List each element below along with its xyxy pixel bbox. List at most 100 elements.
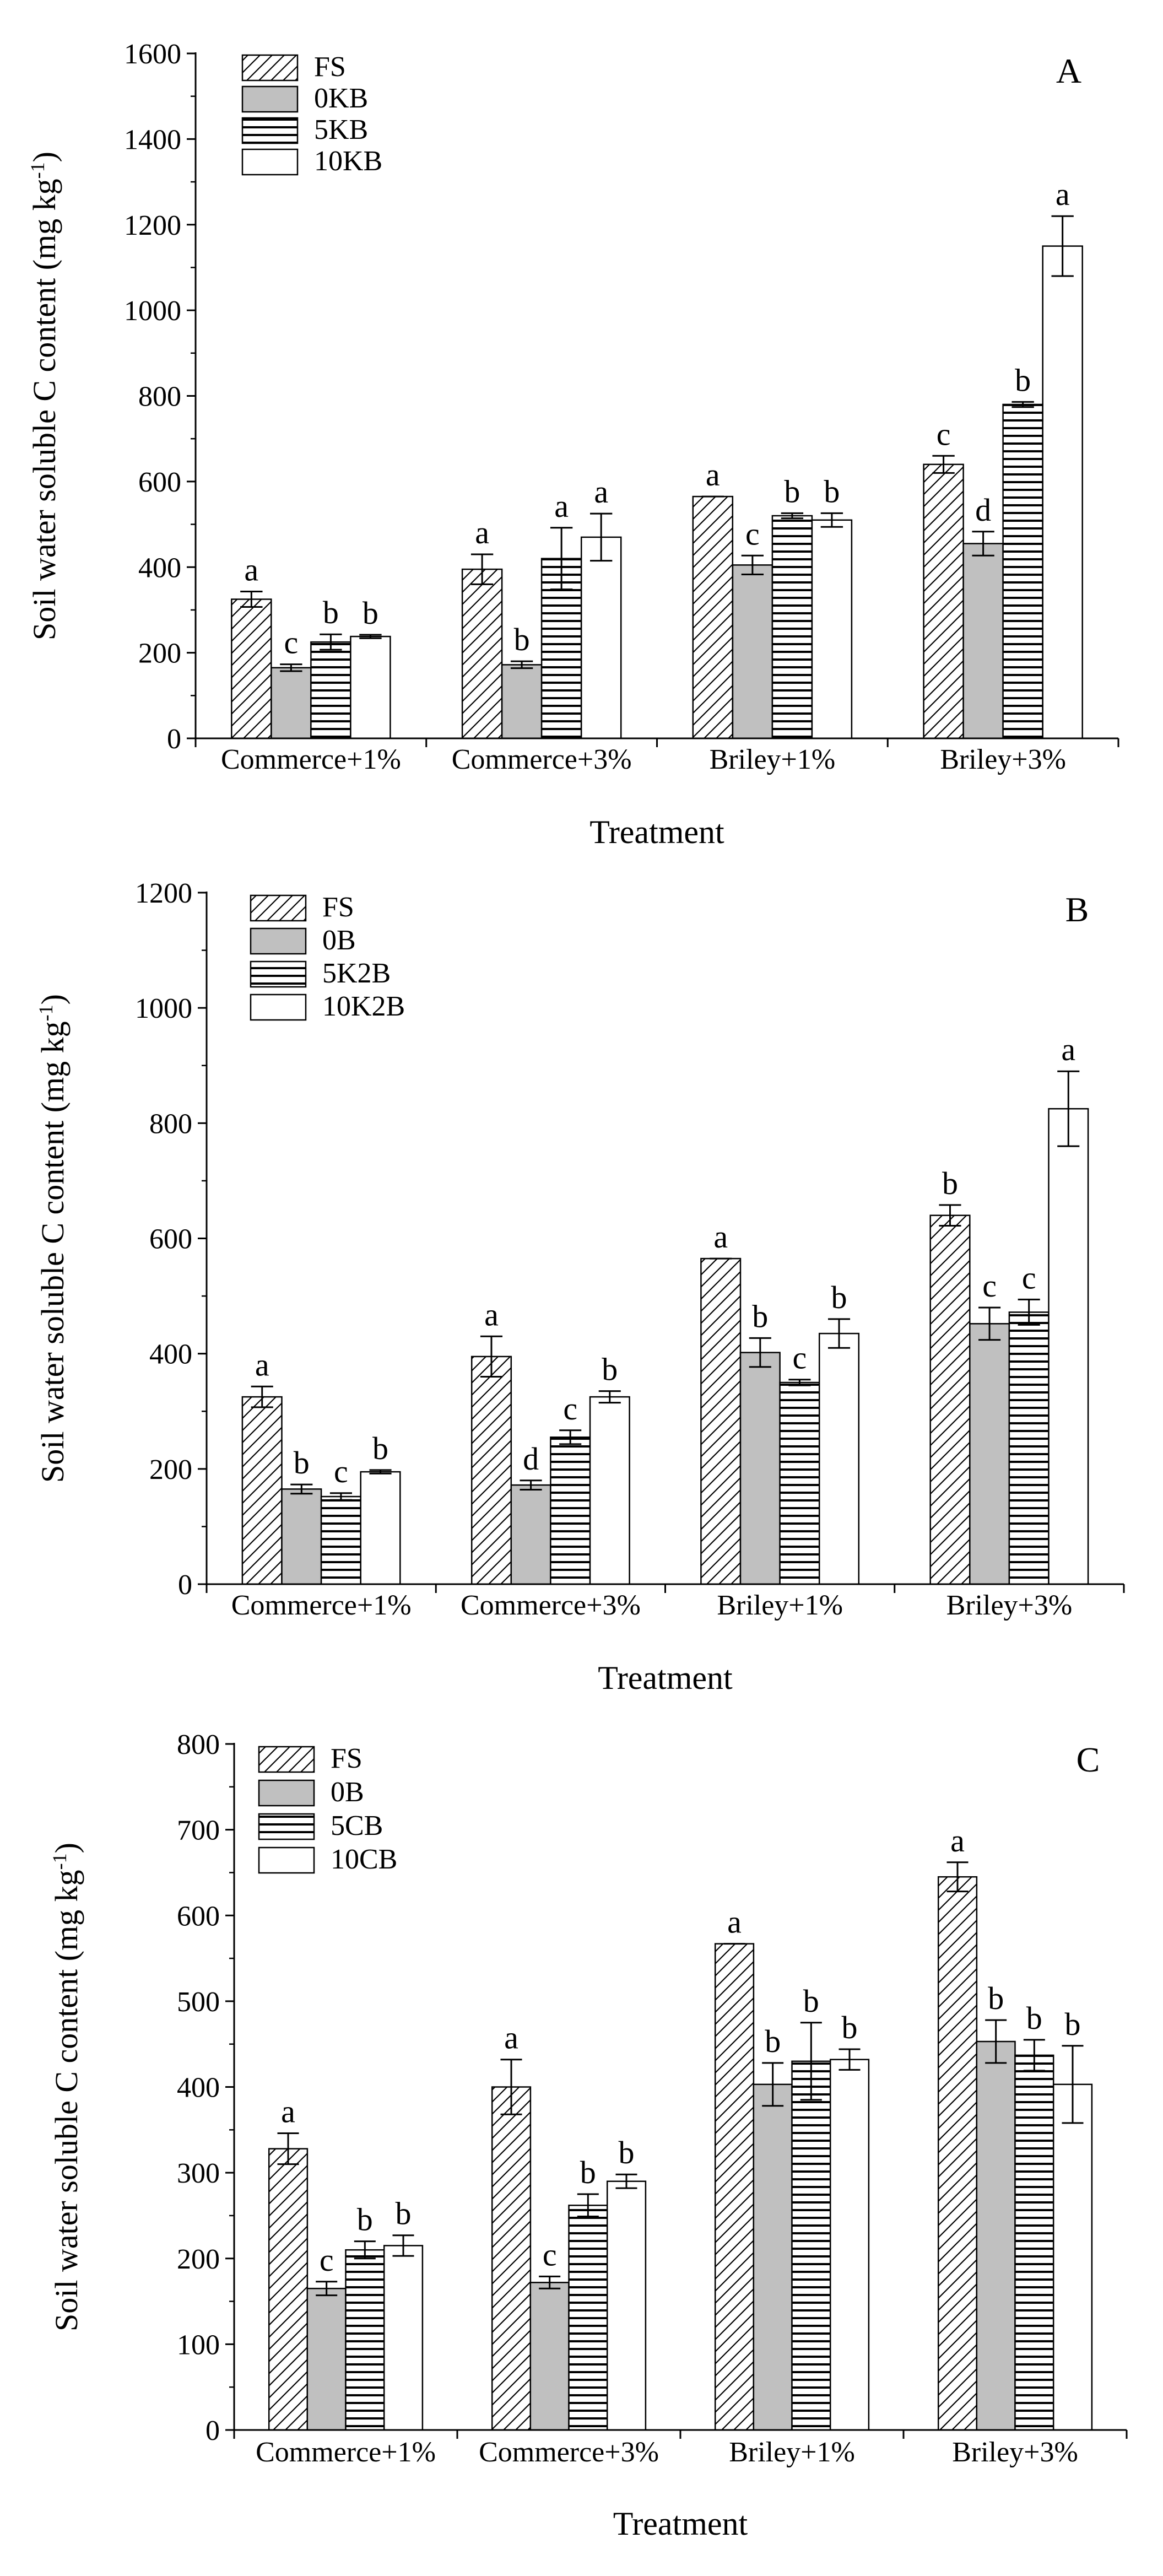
x-tick-label-a-4: Briley+3%: [940, 744, 1066, 775]
bar-a-10kb-2: [580, 536, 622, 739]
significance-letter-b-0b-4: c: [982, 1268, 997, 1304]
significance-letter-c-0b-3: b: [765, 2023, 781, 2059]
y-tick-label-b-6: 1200: [135, 878, 192, 909]
legend-swatch-a-10kb: [241, 148, 299, 176]
y-tick-label-c-7: 700: [177, 1815, 220, 1846]
bar-c-0b-2: [529, 2282, 570, 2431]
legend-swatch-c-5cb: [258, 1813, 315, 1840]
significance-letter-c-0b-1: c: [320, 2242, 334, 2278]
significance-letter-b-5k2b-1: c: [334, 1454, 348, 1489]
y-tick-label-c-2: 200: [177, 2244, 220, 2275]
x-axis-title-c: Treatment: [613, 2505, 748, 2542]
bar-b-5k2b-4: [1008, 1311, 1050, 1585]
y-tick-label-c-4: 400: [177, 2072, 220, 2104]
y-axis-title-superscript: -1: [35, 1005, 57, 1021]
bar-c-10cb-3: [829, 2059, 870, 2431]
error-bar-b-0b-1: [290, 1483, 313, 1495]
error-bar-c-fs-1: [277, 2132, 299, 2165]
bar-c-10cb-4: [1052, 2083, 1093, 2431]
significance-letter-c-0b-4: b: [988, 1980, 1004, 2016]
significance-letter-c-fs-2: a: [504, 2020, 518, 2056]
error-bar-a-0kb-2: [510, 660, 533, 669]
legend-label-c-fs: FS: [331, 1743, 363, 1774]
significance-letter-b-0b-3: b: [752, 1298, 768, 1334]
bar-b-fs-1: [241, 1396, 283, 1585]
error-bar-c-10cb-1: [392, 2234, 414, 2257]
bar-b-0b-2: [510, 1484, 551, 1585]
legend-swatch-a-5kb: [241, 117, 299, 144]
significance-letter-a-10kb-2: a: [594, 474, 608, 510]
error-bar-b-10k2b-4: [1057, 1070, 1080, 1147]
y-tick-label-b-5: 1000: [135, 993, 192, 1024]
significance-letter-b-5k2b-3: c: [793, 1340, 807, 1376]
error-bar-a-10kb-1: [359, 634, 382, 639]
legend-swatch-b-fs: [250, 894, 307, 922]
error-bar-c-10cb-2: [615, 2173, 637, 2189]
error-bar-a-fs-2: [470, 553, 494, 585]
legend-label-b-fs: FS: [322, 892, 354, 923]
error-bar-c-5cb-4: [1023, 2039, 1045, 2072]
y-tick-label-a-8: 1600: [124, 39, 181, 70]
x-tick-label-c-2: Commerce+3%: [479, 2437, 659, 2468]
bar-a-0kb-3: [732, 564, 773, 739]
significance-letter-b-fs-4: b: [942, 1165, 958, 1201]
x-tick-label-c-3: Briley+1%: [729, 2437, 855, 2468]
bar-b-10k2b-1: [360, 1471, 401, 1585]
legend-label-c-10cb: 10CB: [331, 1844, 397, 1875]
significance-letter-a-0kb-2: b: [514, 622, 530, 657]
y-axis-title-text: Soil water soluble C content (mg kg: [26, 179, 62, 640]
panel-label-b: B: [1065, 890, 1089, 929]
error-bar-c-5cb-3: [800, 2022, 822, 2101]
significance-letter-a-fs-4: c: [937, 416, 951, 452]
x-tick-label-b-4: Briley+3%: [946, 1590, 1073, 1621]
y-axis-title-close: ): [35, 994, 71, 1005]
y-tick-label-a-4: 800: [138, 381, 181, 413]
bar-c-fs-1: [268, 2148, 309, 2431]
legend-label-b-5k2b: 5K2B: [322, 958, 391, 989]
significance-letter-a-0kb-3: c: [745, 516, 760, 552]
y-axis-title-superscript: -1: [48, 1853, 71, 1870]
bar-b-10k2b-2: [589, 1396, 630, 1585]
legend-label-a-0kb: 0KB: [314, 83, 368, 114]
error-bar-c-fs-4: [946, 1861, 969, 1893]
significance-letter-c-5cb-3: b: [803, 1983, 819, 2019]
error-bar-b-0b-3: [749, 1337, 771, 1368]
significance-letter-b-fs-3: a: [713, 1219, 728, 1255]
y-tick-label-c-3: 300: [177, 2158, 220, 2189]
y-axis-title-a: Soil water soluble C content (mg kg-1): [26, 152, 62, 640]
error-bar-c-0b-4: [985, 2019, 1007, 2064]
significance-letter-a-10kb-3: b: [824, 473, 840, 509]
error-bar-b-5k2b-3: [788, 1379, 811, 1386]
bar-c-0b-4: [976, 2040, 1016, 2431]
significance-letter-c-10cb-3: b: [842, 2010, 858, 2045]
error-bar-a-0kb-1: [280, 663, 302, 672]
significance-letter-b-0b-1: b: [294, 1445, 310, 1481]
bar-a-fs-2: [461, 568, 503, 739]
bar-a-fs-4: [923, 463, 964, 739]
y-axis-title-close: ): [26, 152, 62, 162]
error-bar-a-5kb-3: [781, 512, 804, 520]
y-tick-label-c-6: 600: [177, 1900, 220, 1932]
significance-letter-a-fs-3: a: [706, 457, 720, 493]
significance-letter-b-fs-2: a: [484, 1297, 499, 1332]
bar-b-5k2b-1: [320, 1495, 361, 1585]
significance-letter-c-fs-4: a: [950, 1823, 965, 1859]
error-bar-a-5kb-4: [1011, 401, 1034, 408]
y-axis-title-text: Soil water soluble C content (mg kg: [48, 1870, 84, 2331]
significance-letter-a-10kb-1: b: [363, 595, 378, 631]
legend-swatch-b-5k2b: [250, 960, 307, 988]
bar-a-fs-1: [231, 598, 272, 739]
y-tick-label-b-3: 600: [149, 1224, 192, 1255]
legend-label-c-0b: 0B: [331, 1776, 364, 1808]
bar-b-0b-1: [281, 1488, 322, 1585]
bar-a-5kb-3: [771, 515, 813, 739]
error-bar-c-10cb-3: [839, 2048, 861, 2071]
bar-b-5k2b-3: [779, 1381, 820, 1585]
error-bar-b-5k2b-4: [1018, 1298, 1040, 1326]
error-bar-b-fs-4: [939, 1204, 961, 1227]
x-tick-label-a-1: Commerce+1%: [221, 744, 401, 775]
x-axis-title-b: Treatment: [598, 1660, 733, 1696]
error-bar-a-10kb-2: [589, 512, 613, 562]
